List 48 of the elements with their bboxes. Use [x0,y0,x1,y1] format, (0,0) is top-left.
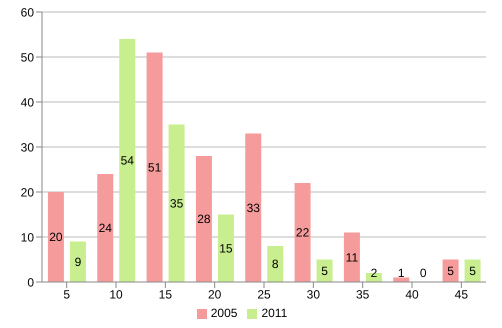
x-tick-label: 35 [356,288,370,302]
y-tick-label: 10 [20,230,34,244]
y-tick-label: 50 [20,50,34,64]
data-label: 2 [370,266,378,280]
legend-label: 2005 [210,306,238,320]
data-label: 9 [74,254,82,269]
x-tick-label: 40 [405,288,419,302]
x-tick-label: 10 [109,288,123,302]
bar [119,39,136,282]
data-label: 35 [170,196,184,210]
data-label: 5 [447,264,454,278]
bar [294,183,311,282]
y-tick-label: 60 [20,5,34,20]
data-label: 33 [246,200,260,215]
x-tick-label: 30 [306,288,320,302]
legend-label: 2011 [261,306,288,320]
y-tick-label: 40 [20,95,34,110]
data-label: 15 [219,241,233,256]
bar [97,174,114,282]
bar [70,242,86,282]
data-label: 1 [398,266,405,280]
bar [267,246,284,282]
bar [245,134,262,282]
x-tick-label: 20 [208,288,222,302]
bar [168,124,185,282]
data-label: 5 [321,264,328,278]
y-tick-label: 20 [20,185,34,200]
y-tick-label: 30 [20,140,34,154]
data-label: 51 [148,160,162,174]
bar [146,52,163,282]
data-label: 0 [420,266,427,280]
bar [196,156,212,282]
data-label: 54 [120,154,134,168]
bar [344,232,360,282]
bar [218,214,234,282]
bar [48,192,64,282]
y-tick-label: 0 [27,275,34,290]
x-tick-label: 25 [257,288,271,302]
data-label: 8 [272,257,279,271]
data-label: 24 [98,221,112,235]
x-tick-label: 15 [158,288,172,302]
x-tick-label: 5 [63,288,70,302]
data-label: 11 [346,250,358,264]
data-label: 5 [469,264,476,278]
data-label: 22 [296,226,310,240]
data-label: 28 [197,212,211,226]
x-tick-label: 45 [454,288,468,302]
data-label: 20 [49,230,63,244]
